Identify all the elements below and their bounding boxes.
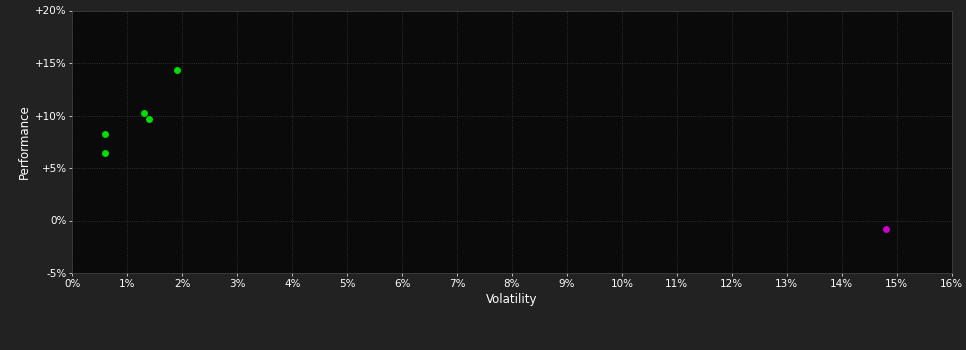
Point bbox=[136, 111, 152, 116]
Point bbox=[142, 116, 157, 121]
X-axis label: Volatility: Volatility bbox=[486, 293, 538, 306]
Point bbox=[878, 226, 894, 232]
Point bbox=[169, 68, 185, 73]
Point bbox=[98, 132, 113, 137]
Point bbox=[98, 150, 113, 156]
Y-axis label: Performance: Performance bbox=[18, 104, 31, 179]
